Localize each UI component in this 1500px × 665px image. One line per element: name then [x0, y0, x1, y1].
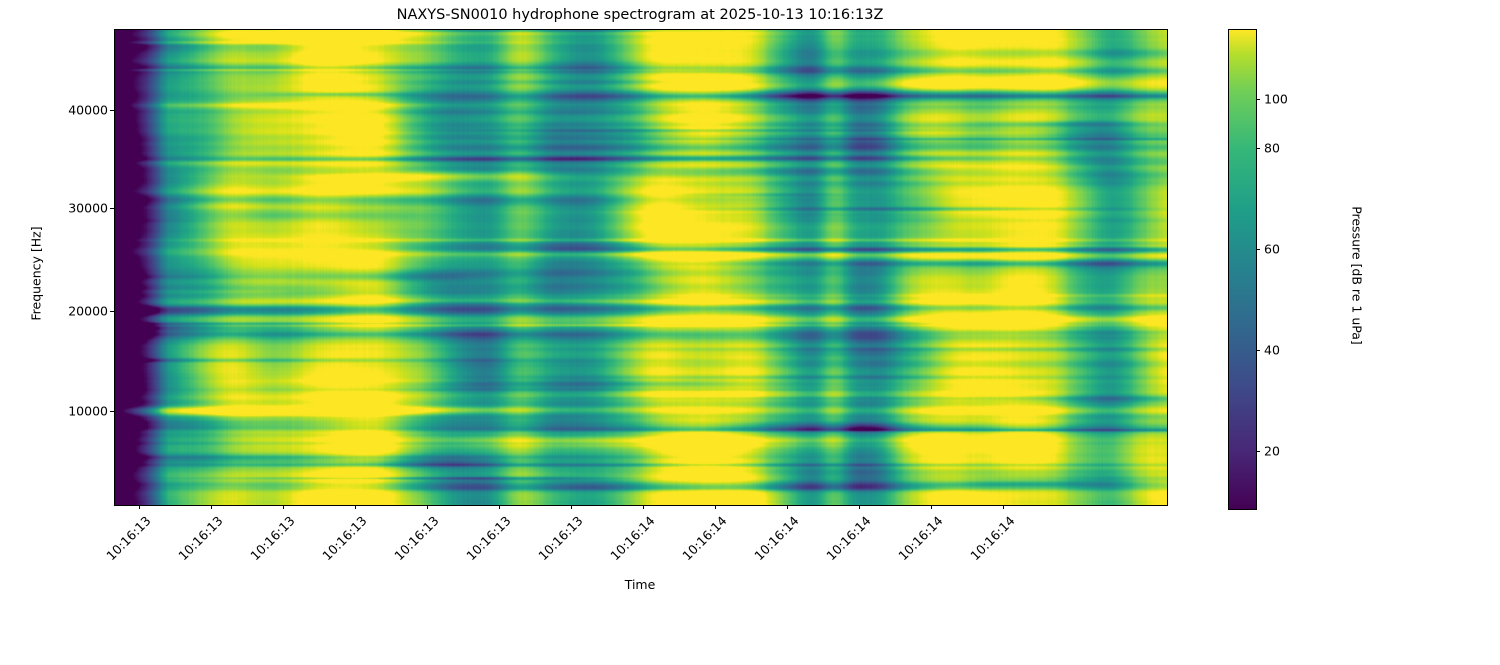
x-tick-mark: [859, 505, 861, 509]
x-axis-label: Time: [624, 577, 656, 592]
spectrogram-image: [115, 30, 1167, 505]
colorbar-tick-mark: [1256, 249, 1260, 251]
y-tick-mark: [110, 208, 114, 210]
y-tick-label: 30000: [68, 200, 108, 216]
colorbar-tick-label: 20: [1264, 443, 1280, 459]
y-tick-label: 20000: [68, 303, 108, 319]
y-axis-label: Frequency [Hz]: [28, 226, 44, 321]
y-tick-label: 40000: [68, 102, 108, 118]
y-tick-mark: [110, 411, 114, 413]
x-tick-mark: [1003, 505, 1005, 509]
x-tick-mark: [427, 505, 429, 509]
x-tick-mark: [931, 505, 933, 509]
x-tick-mark: [283, 505, 285, 509]
x-tick-mark: [211, 505, 213, 509]
x-tick-mark: [787, 505, 789, 509]
colorbar-tick-mark: [1256, 451, 1260, 453]
y-tick-mark: [110, 311, 114, 313]
x-tick-mark: [715, 505, 717, 509]
x-tick-mark: [499, 505, 501, 509]
y-tick-mark: [110, 110, 114, 112]
y-tick-label: 10000: [68, 403, 108, 419]
spectrogram-figure: NAXYS-SN0010 hydrophone spectrogram at 2…: [28, 7, 1365, 592]
colorbar-tick-mark: [1256, 148, 1260, 150]
x-tick-mark: [355, 505, 357, 509]
colorbar-gradient: [1229, 30, 1256, 509]
colorbar-tick-label: 40: [1264, 342, 1280, 358]
x-tick-mark: [139, 505, 141, 509]
x-tick-mark: [643, 505, 645, 509]
colorbar-label: Pressure [dB re 1 uPa]: [1349, 206, 1365, 345]
x-tick-mark: [571, 505, 573, 509]
colorbar: [1228, 29, 1257, 510]
colorbar-tick-label: 100: [1264, 91, 1288, 107]
colorbar-tick-mark: [1256, 350, 1260, 352]
chart-title: NAXYS-SN0010 hydrophone spectrogram at 2…: [396, 7, 884, 23]
colorbar-tick-label: 60: [1264, 241, 1280, 257]
colorbar-tick-mark: [1256, 99, 1260, 101]
colorbar-tick-label: 80: [1264, 140, 1280, 156]
spectrogram-plot-area: [114, 29, 1168, 506]
